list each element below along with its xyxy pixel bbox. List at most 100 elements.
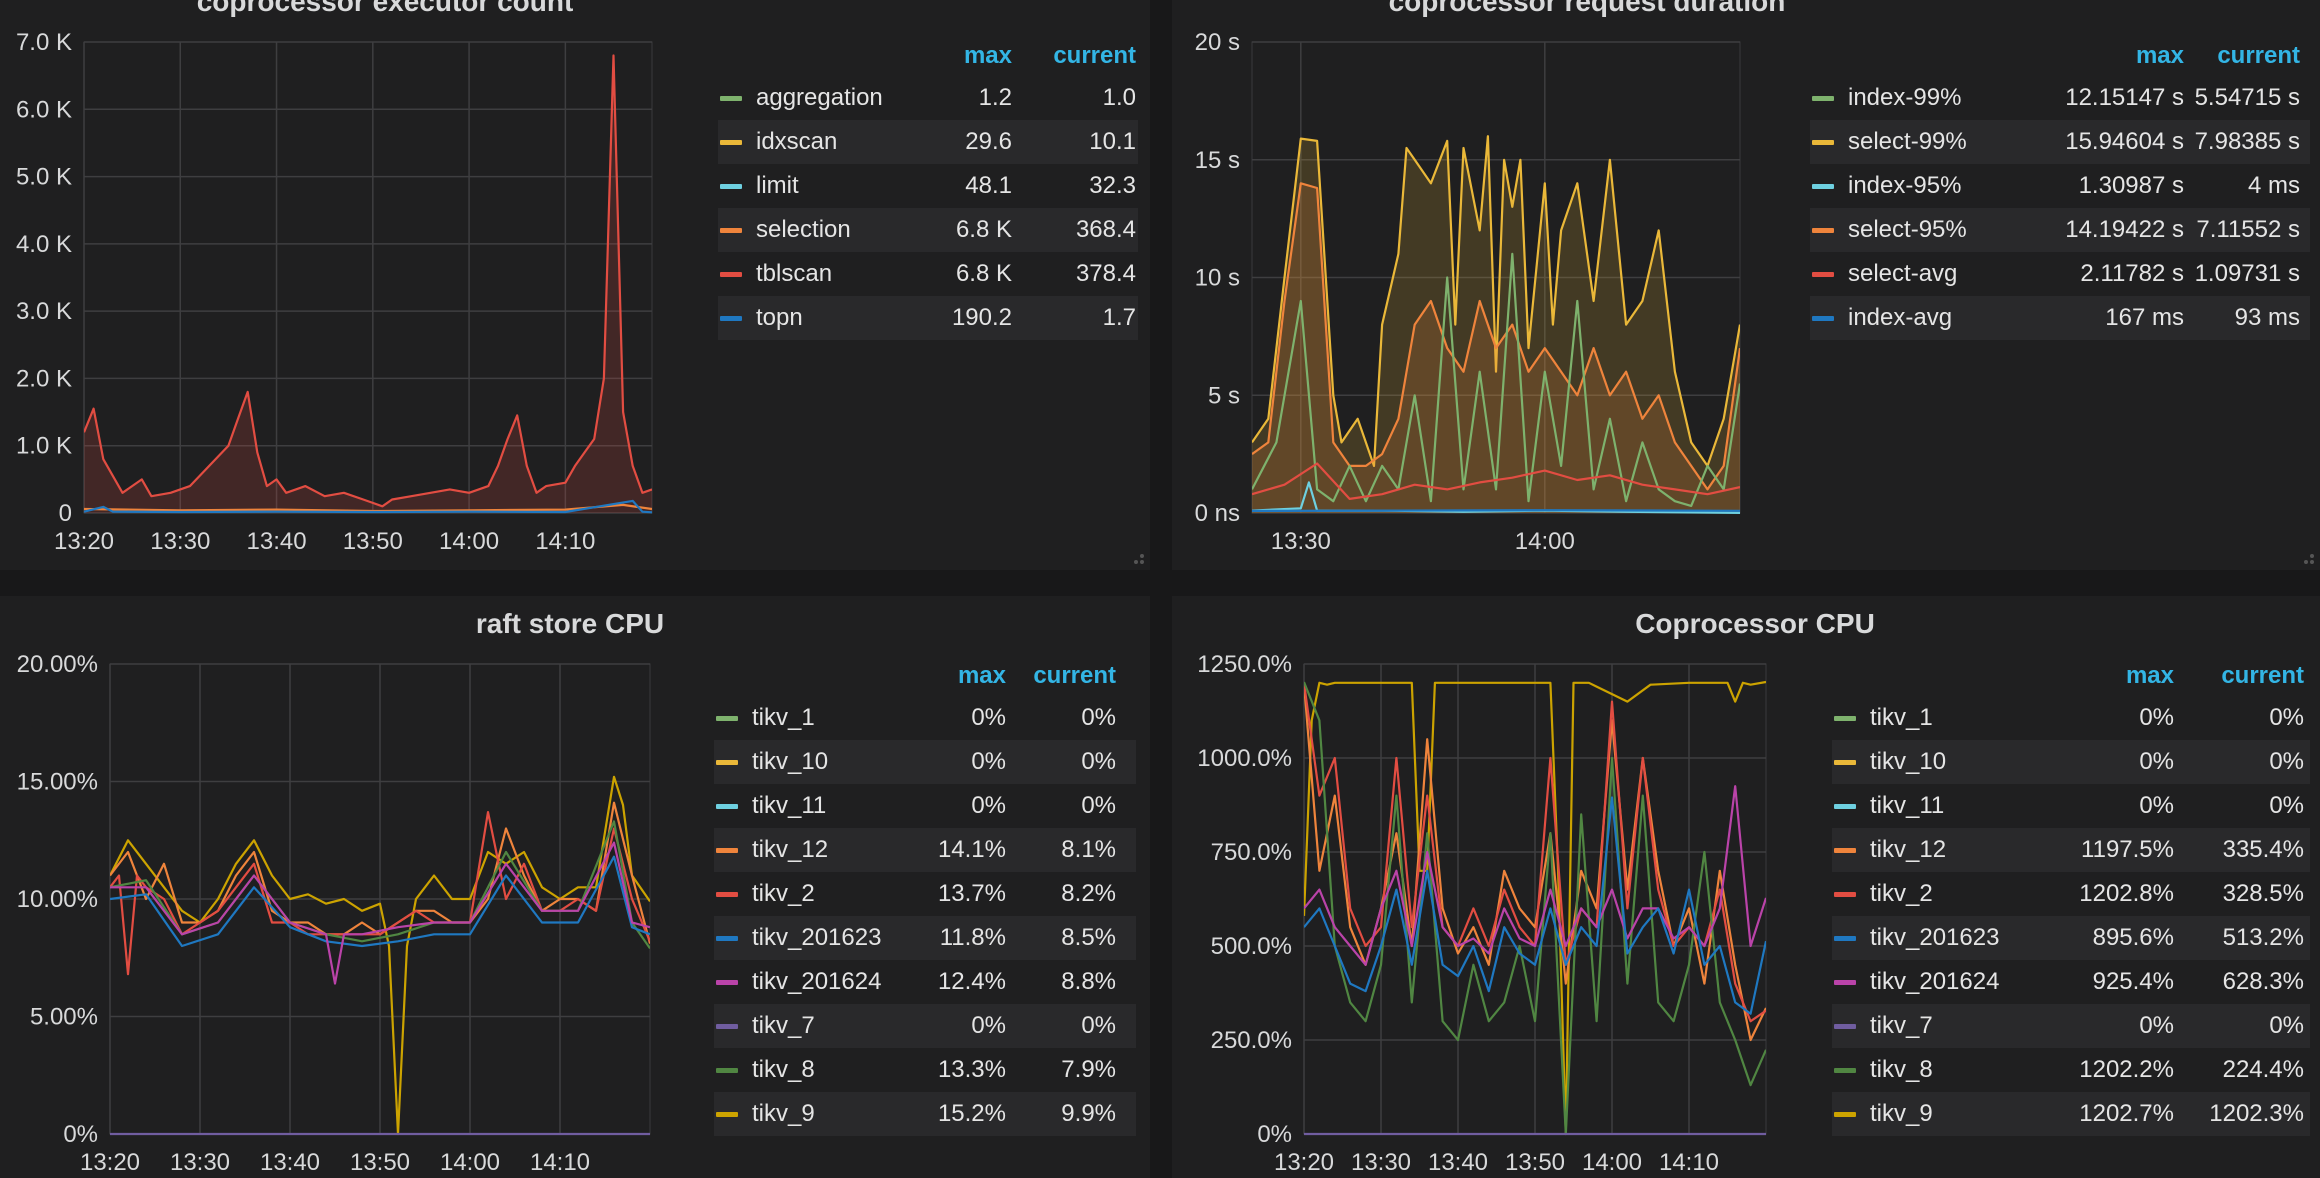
legend-header-current[interactable]: current — [2221, 662, 2304, 689]
legend-series-name[interactable]: tikv_201623 — [1870, 924, 2000, 951]
legend-item[interactable]: tikv_10 0% 0% — [714, 740, 1136, 784]
legend-series-name[interactable]: tikv_7 — [1870, 1012, 1933, 1039]
legend-item[interactable]: topn 190.2 1.7 — [718, 296, 1138, 340]
resize-handle-icon[interactable] — [2298, 548, 2316, 566]
legend-item[interactable]: index-95% 1.30987 s 4 ms — [1810, 164, 2310, 208]
legend-item[interactable]: tikv_201624 925.4% 628.3% — [1832, 960, 2310, 1004]
legend-header-max[interactable]: max — [963, 42, 1012, 69]
legend-series-name[interactable]: select-99% — [1848, 128, 1967, 155]
series-line-select-95-[interactable] — [1252, 182, 1740, 491]
legend-item[interactable]: tikv_9 1202.7% 1202.3% — [1832, 1092, 2310, 1136]
legend-item[interactable]: limit 48.1 32.3 — [718, 164, 1138, 208]
legend-series-name[interactable]: index-avg — [1848, 304, 1953, 331]
resize-handle-icon[interactable] — [1128, 548, 1146, 566]
series-line-select-99-[interactable] — [1252, 135, 1740, 467]
legend-series-name[interactable]: tikv_201624 — [752, 968, 882, 995]
legend-series-name[interactable]: tikv_8 — [752, 1056, 815, 1083]
legend-header-current[interactable]: current — [1033, 662, 1116, 689]
legend-swatch — [1834, 848, 1856, 853]
legend-series-name[interactable]: tikv_11 — [752, 792, 827, 819]
legend-item[interactable]: idxscan 29.6 10.1 — [718, 120, 1138, 164]
series-line-tikv-201623[interactable] — [1304, 796, 1766, 1015]
series-line-tikv-201623[interactable] — [110, 855, 650, 948]
series-line-select-avg[interactable] — [1252, 462, 1740, 500]
legend-item[interactable]: tikv_11 0% 0% — [1832, 784, 2310, 828]
legend-item[interactable]: tikv_12 1197.5% 335.4% — [1832, 828, 2310, 872]
legend-item[interactable]: selection 6.8 K 368.4 — [718, 208, 1138, 252]
legend-series-name[interactable]: aggregation — [756, 84, 883, 111]
legend-item[interactable]: index-99% 12.15147 s 5.54715 s — [1810, 76, 2310, 120]
legend-item[interactable]: tikv_8 13.3% 7.9% — [714, 1048, 1136, 1092]
series-line-tblscan[interactable] — [84, 54, 652, 508]
legend-series-name[interactable]: tikv_12 — [752, 836, 829, 863]
legend-item[interactable]: tikv_10 0% 0% — [1832, 740, 2310, 784]
legend-item[interactable]: tikv_7 0% 0% — [714, 1004, 1136, 1048]
legend-max-value: 29.6 — [965, 128, 1012, 155]
series-line-index-99-[interactable] — [1252, 252, 1740, 507]
legend-series-name[interactable]: tikv_8 — [1870, 1056, 1933, 1083]
legend-series-name[interactable]: tikv_7 — [752, 1012, 815, 1039]
legend-item[interactable]: tikv_11 0% 0% — [714, 784, 1136, 828]
legend-item[interactable]: tikv_201624 12.4% 8.8% — [714, 960, 1136, 1004]
legend-series-name[interactable]: tikv_11 — [1870, 792, 1945, 819]
legend-series-name[interactable]: tikv_1 — [752, 704, 815, 731]
legend-series-name[interactable]: tikv_9 — [752, 1100, 815, 1127]
panel-title[interactable]: raft store CPU — [475, 608, 665, 639]
y-tick-label: 15 s — [1195, 147, 1240, 174]
legend-series-name[interactable]: topn — [756, 304, 803, 331]
legend-header-current[interactable]: current — [2217, 42, 2300, 69]
panel-title[interactable]: coprocessor request duration — [1388, 0, 1786, 17]
legend-item[interactable]: tikv_201623 895.6% 513.2% — [1832, 916, 2310, 960]
legend-header-current[interactable]: current — [1053, 42, 1136, 69]
legend-item[interactable]: tikv_8 1202.2% 224.4% — [1832, 1048, 2310, 1092]
legend-series-name[interactable]: limit — [756, 172, 799, 199]
legend-item[interactable]: tikv_201623 11.8% 8.5% — [714, 916, 1136, 960]
series-line-tikv-9[interactable] — [1304, 680, 1766, 1136]
legend-series-name[interactable]: select-avg — [1848, 260, 1958, 287]
legend-item[interactable]: tblscan 6.8 K 378.4 — [718, 252, 1138, 296]
legend-swatch — [716, 892, 738, 897]
series-line-tikv-201624[interactable] — [1304, 785, 1766, 966]
legend-current-value: 5.54715 s — [2194, 84, 2300, 111]
legend-series-name[interactable]: tikv_201623 — [752, 924, 882, 951]
series-line-tikv-9[interactable] — [110, 775, 650, 1136]
legend-series-name[interactable]: tikv_2 — [752, 880, 815, 907]
legend-item[interactable]: tikv_2 13.7% 8.2% — [714, 872, 1136, 916]
legend-series-name[interactable]: selection — [756, 216, 851, 243]
legend-series-name[interactable]: tblscan — [756, 260, 833, 287]
legend-current-value: 8.8% — [1061, 968, 1116, 995]
legend-series-name[interactable]: tikv_9 — [1870, 1100, 1933, 1127]
panel-title[interactable]: Coprocessor CPU — [1635, 608, 1875, 639]
legend-item[interactable]: select-avg 2.11782 s 1.09731 s — [1810, 252, 2310, 296]
legend-swatch — [716, 804, 738, 809]
legend-item[interactable]: tikv_9 15.2% 9.9% — [714, 1092, 1136, 1136]
legend-series-name[interactable]: tikv_10 — [752, 748, 829, 775]
legend-header-max[interactable]: max — [957, 662, 1006, 689]
legend-item[interactable]: aggregation 1.2 1.0 — [718, 76, 1138, 120]
legend-series-name[interactable]: tikv_201624 — [1870, 968, 2000, 995]
legend-series-name[interactable]: idxscan — [756, 128, 838, 155]
legend-header-max[interactable]: max — [2135, 42, 2184, 69]
panel-title[interactable]: coprocessor executor count — [196, 0, 574, 17]
legend-item[interactable]: tikv_2 1202.8% 328.5% — [1832, 872, 2310, 916]
series-line-tikv-201624[interactable] — [110, 841, 650, 985]
legend-series-name[interactable]: tikv_2 — [1870, 880, 1933, 907]
legend-item[interactable]: select-99% 15.94604 s 7.98385 s — [1810, 120, 2310, 164]
series-line-tikv-8[interactable] — [1304, 681, 1766, 1136]
legend-item[interactable]: tikv_7 0% 0% — [1832, 1004, 2310, 1048]
series-line-index-avg[interactable] — [1252, 509, 1740, 512]
legend-item[interactable]: tikv_1 0% 0% — [714, 696, 1136, 740]
legend-series-name[interactable]: tikv_10 — [1870, 748, 1947, 775]
legend-series-name[interactable]: index-99% — [1848, 84, 1962, 111]
legend-header-max[interactable]: max — [2125, 662, 2174, 689]
legend-series-name[interactable]: tikv_1 — [1870, 704, 1933, 731]
legend-series-name[interactable]: index-95% — [1848, 172, 1962, 199]
series-line-selection[interactable] — [84, 503, 652, 513]
legend-item[interactable]: index-avg 167 ms 93 ms — [1810, 296, 2310, 340]
legend-item[interactable]: tikv_12 14.1% 8.1% — [714, 828, 1136, 872]
series-line-topn[interactable] — [84, 499, 652, 514]
legend-item[interactable]: tikv_1 0% 0% — [1832, 696, 2310, 740]
legend-series-name[interactable]: select-95% — [1848, 216, 1967, 243]
legend-item[interactable]: select-95% 14.19422 s 7.11552 s — [1810, 208, 2310, 252]
legend-series-name[interactable]: tikv_12 — [1870, 836, 1947, 863]
